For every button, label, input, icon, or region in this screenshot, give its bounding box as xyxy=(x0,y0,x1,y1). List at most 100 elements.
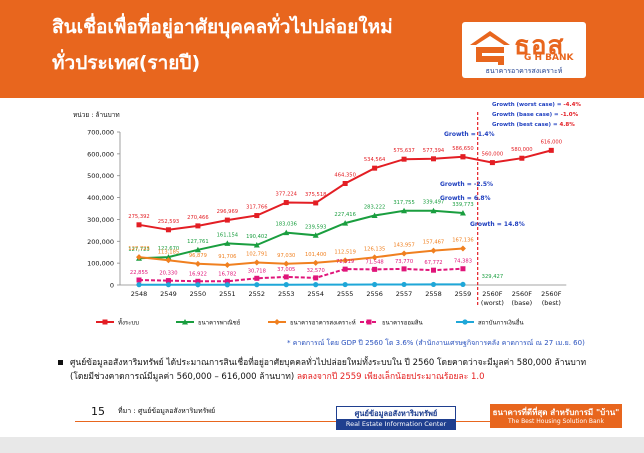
data-point xyxy=(342,181,348,187)
scenario-growth-label: Growth (base case) = -1.0% xyxy=(492,112,579,118)
data-point xyxy=(165,227,171,233)
data-point xyxy=(224,240,231,246)
x-tick-label: 2559 xyxy=(455,290,472,298)
legend-label: ธนาคารพาณิชย์ xyxy=(198,319,240,327)
data-label: 22,855 xyxy=(130,270,148,276)
data-label: 577,394 xyxy=(423,148,445,154)
bottom-strip xyxy=(0,437,644,453)
data-label: 126,135 xyxy=(364,246,385,252)
data-label: 317,755 xyxy=(393,200,414,206)
x-tick-label: (worst) xyxy=(481,299,504,307)
data-label: 102,791 xyxy=(246,252,267,258)
data-label: 122,670 xyxy=(158,246,179,252)
data-point xyxy=(136,222,142,228)
data-label: 296,969 xyxy=(217,209,238,215)
data-point xyxy=(165,282,172,288)
data-point xyxy=(401,250,408,257)
reic-logo: ศูนย์ข้อมูลอสังหาริมทรัพย์ Real Estate I… xyxy=(336,406,456,430)
chart-footnote: * คาดการณ์ โดย GDP ปี 2560 โต 3.6% (สำนั… xyxy=(287,339,585,347)
data-point xyxy=(460,281,466,288)
data-point xyxy=(224,282,230,288)
data-label: 270,466 xyxy=(187,215,208,221)
data-label: 580,000 xyxy=(511,147,532,153)
data-label: 127,723 xyxy=(128,247,149,253)
data-point xyxy=(519,155,525,161)
x-tick-label: 2560F xyxy=(512,290,533,298)
data-point xyxy=(312,259,319,266)
data-point xyxy=(313,200,319,206)
data-point xyxy=(224,278,230,284)
data-point xyxy=(430,281,437,288)
title-banner: สินเชื่อเพื่อที่อยู่อาศัยบุคคลทั่วไปปล่อ… xyxy=(0,0,644,98)
x-tick-label: 2556 xyxy=(366,290,383,298)
legend-swatch-marker xyxy=(366,319,372,325)
data-label: 113,185 xyxy=(158,249,179,255)
scenario-growth-label: Growth (best case) = 4.8% xyxy=(492,122,575,128)
ghb-slogan-th: ธนาคารที่ดีที่สุด สำหรับการมี "บ้าน" xyxy=(492,408,620,417)
data-point xyxy=(283,260,290,267)
data-point xyxy=(283,282,289,288)
data-label: 96,879 xyxy=(189,253,207,259)
ghb-slogan: ธนาคารที่ดีที่สุด สำหรับการมี "บ้าน" The… xyxy=(490,404,622,428)
x-tick-label: 2560F xyxy=(541,290,562,298)
data-point xyxy=(283,229,290,236)
y-tick-label: 700,000 xyxy=(87,129,114,137)
x-tick-label: 2548 xyxy=(131,290,148,298)
data-point xyxy=(224,217,230,223)
legend-label: ธนาคารออมสิน xyxy=(382,320,423,327)
legend-swatch-marker xyxy=(182,319,188,325)
data-label: 161,154 xyxy=(217,232,239,238)
ghb-logo: ธอส G H BANK ธนาคารอาคารสงเคราะห์ xyxy=(462,22,586,78)
scenario-name: Growth (best case) = xyxy=(492,122,559,128)
data-label: 339,773 xyxy=(452,202,473,208)
x-tick-label: 2551 xyxy=(219,290,236,298)
data-point xyxy=(165,254,172,260)
data-label: 32,570 xyxy=(307,268,325,274)
page-title-line-1: สินเชื่อเพื่อที่อยู่อาศัยบุคคลทั่วไปปล่อ… xyxy=(52,16,393,38)
y-tick-label: 100,000 xyxy=(87,260,114,268)
data-label: 73,770 xyxy=(395,259,413,265)
data-label: 464,350 xyxy=(334,173,355,179)
data-label: 183,036 xyxy=(276,222,297,228)
data-label: 30,718 xyxy=(248,268,266,274)
page-title-line-2: ทั่วประเทศ(รายปี) xyxy=(52,52,201,74)
data-point xyxy=(401,156,407,162)
growth-label: Growth = -2.5% xyxy=(440,181,493,188)
data-point xyxy=(136,282,142,288)
legend-swatch-marker xyxy=(462,319,468,325)
data-point xyxy=(430,247,437,254)
mortgage-line-chart: หน่วย : ล้านบาท 0 100,000 200,000 300,000 400… xyxy=(73,102,581,327)
bullet-text: ศูนย์ข้อมูลอสังหาริมทรัพย์ ได้ประมาณการส… xyxy=(70,358,587,382)
data-label: 157,467 xyxy=(423,240,444,246)
scenario-value: 4.8% xyxy=(559,122,575,128)
bullet-marker xyxy=(58,360,63,365)
data-label: 20,330 xyxy=(159,271,177,277)
y-tick-label: 500,000 xyxy=(87,172,114,180)
summary-bullet: ศูนย์ข้อมูลอสังหาริมทรัพย์ ได้ประมาณการส… xyxy=(58,356,590,384)
data-point xyxy=(401,207,408,214)
data-point xyxy=(460,266,466,272)
data-point xyxy=(224,261,231,268)
reic-name-en: Real Estate Information Center xyxy=(337,419,455,429)
data-point xyxy=(431,156,436,162)
data-label: 586,650 xyxy=(452,146,473,152)
scenario-name: Growth (base case) = xyxy=(492,112,561,118)
data-label: 377,224 xyxy=(276,192,298,198)
data-point xyxy=(283,274,289,280)
x-tick-label: 2554 xyxy=(307,290,324,298)
growth-label: Growth = 6.8% xyxy=(440,195,491,202)
series-line xyxy=(462,149,552,164)
source-note: ที่มา : ศูนย์ข้อมูลอสังหาริมทรัพย์ xyxy=(118,407,216,415)
data-label: 101,400 xyxy=(305,252,326,258)
data-point xyxy=(312,232,319,238)
data-point xyxy=(489,160,495,166)
x-tick-label: 2553 xyxy=(278,290,295,298)
data-point xyxy=(401,266,407,272)
y-tick-label: 200,000 xyxy=(87,238,114,246)
logo-abbr: G H BANK xyxy=(524,53,574,63)
data-label: 67,772 xyxy=(424,260,442,266)
data-point xyxy=(342,281,348,288)
data-label: 72,519 xyxy=(336,259,354,265)
scenario-growth-label: Growth (worst case) = -4.4% xyxy=(492,102,581,108)
data-label: 329,427 xyxy=(482,274,503,280)
